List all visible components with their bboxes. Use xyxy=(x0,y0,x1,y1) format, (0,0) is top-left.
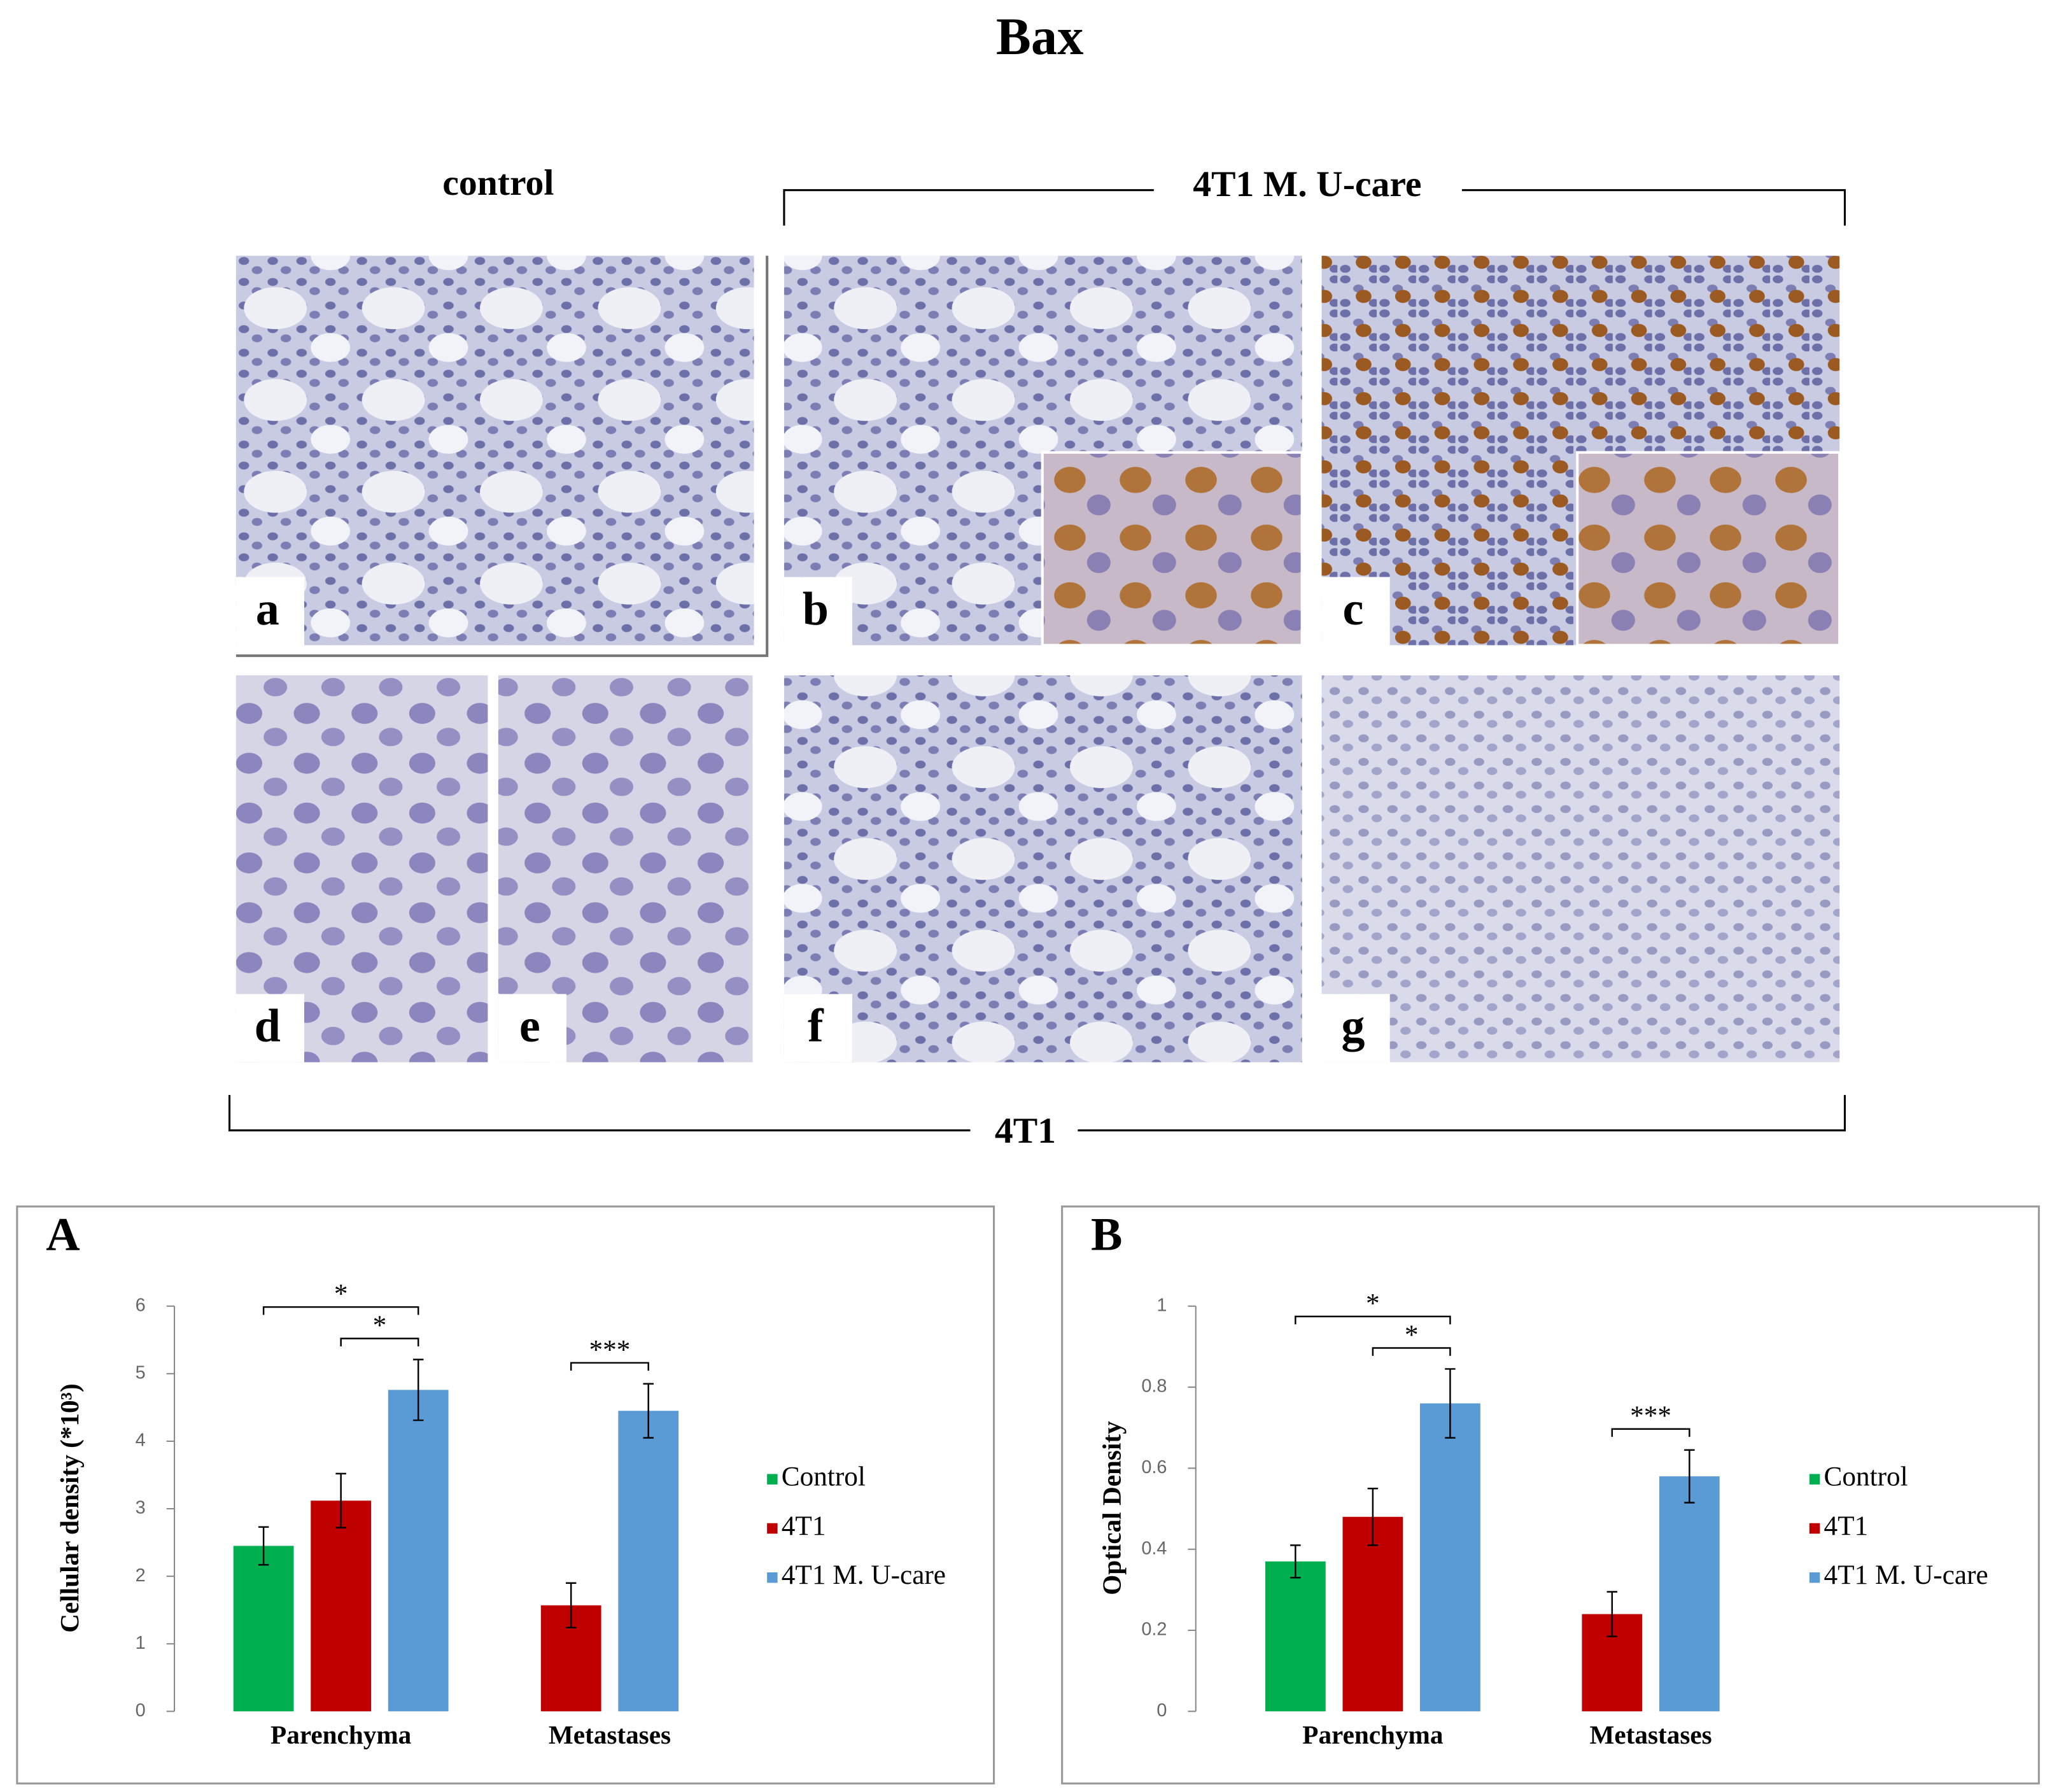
inset xyxy=(1041,451,1304,647)
group-label: 4T1 M. U-care xyxy=(1193,164,1421,204)
letter-box xyxy=(1321,577,1390,646)
bracket xyxy=(783,189,1846,226)
y-tick-label: 0 xyxy=(1156,1700,1167,1721)
bar xyxy=(1420,1403,1480,1712)
figure-title: Bax xyxy=(996,8,1083,66)
y-tick-label: 1 xyxy=(1156,1295,1167,1315)
y-tick-label: 0.2 xyxy=(1141,1619,1167,1640)
legend-swatch xyxy=(1809,1523,1820,1534)
legend-swatch xyxy=(1809,1572,1820,1583)
error-bar xyxy=(258,1526,269,1566)
error-bar xyxy=(1445,1368,1456,1439)
significance-label: *** xyxy=(589,1334,631,1365)
bar xyxy=(311,1500,372,1712)
x-tick-label: Metastases xyxy=(1590,1720,1712,1749)
error-bar xyxy=(1684,1449,1695,1504)
y-tick-label: 0.6 xyxy=(1141,1457,1167,1478)
significance-bracket xyxy=(1611,1428,1690,1437)
error-bar xyxy=(643,1383,654,1439)
significance-label: * xyxy=(373,1310,387,1341)
y-tick-label: 0 xyxy=(136,1700,146,1721)
significance-bracket xyxy=(340,1337,419,1346)
legend-label: Control xyxy=(782,1462,866,1492)
significance-bracket xyxy=(570,1362,649,1371)
legend-label: 4T1 xyxy=(782,1511,826,1541)
y-axis-label: Optical Density xyxy=(1097,1421,1127,1595)
letter-box xyxy=(1321,994,1390,1062)
significance-label: * xyxy=(1405,1320,1419,1350)
inset xyxy=(1576,451,1841,647)
letter-box xyxy=(784,994,853,1062)
y-tick-label: 1 xyxy=(136,1633,146,1653)
panel-label: A xyxy=(46,1209,80,1261)
significance-bracket xyxy=(1372,1347,1451,1356)
x-tick-label: Metastases xyxy=(549,1720,671,1749)
group-label: 4T1 xyxy=(995,1111,1056,1151)
panel-letter: g xyxy=(1341,1000,1365,1052)
legend-swatch xyxy=(1809,1474,1820,1485)
panel-label: B xyxy=(1091,1209,1122,1261)
chart-frame xyxy=(1061,1205,2040,1785)
letter-box xyxy=(784,577,853,646)
group-label: control xyxy=(442,163,554,203)
micrograph xyxy=(235,255,754,646)
legend-label: Control xyxy=(1824,1462,1908,1492)
y-tick-label: 6 xyxy=(136,1295,146,1315)
bar xyxy=(1265,1561,1326,1712)
error-bar xyxy=(1606,1591,1618,1637)
bar xyxy=(388,1390,449,1712)
legend-label: 4T1 M. U-care xyxy=(782,1560,946,1590)
y-tick-label: 2 xyxy=(136,1565,146,1586)
panel-letter: f xyxy=(808,1000,824,1052)
chart-frame xyxy=(16,1205,995,1785)
y-axis-label: Cellular density (*10³) xyxy=(55,1383,85,1632)
y-tick-label: 3 xyxy=(136,1498,146,1518)
error-bar xyxy=(412,1358,424,1422)
y-tick-label: 4 xyxy=(136,1430,146,1451)
bracket xyxy=(228,1095,1846,1132)
letter-box xyxy=(498,994,566,1062)
x-tick-label: Parenchyma xyxy=(271,1720,411,1749)
bar xyxy=(233,1546,294,1712)
panel-letter: c xyxy=(1343,583,1364,635)
bar xyxy=(618,1411,679,1712)
panel-letter: e xyxy=(519,1000,540,1052)
micrograph xyxy=(784,675,1302,1062)
bar xyxy=(1659,1476,1720,1712)
panel-letter: b xyxy=(803,583,829,635)
letter-box xyxy=(235,994,304,1062)
bar xyxy=(1342,1516,1403,1712)
panel-letter: a xyxy=(256,583,279,635)
legend-swatch xyxy=(767,1572,778,1583)
frame xyxy=(235,255,769,658)
error-bar xyxy=(1290,1544,1301,1579)
significance-bracket xyxy=(1295,1315,1451,1325)
y-tick-label: 0.4 xyxy=(1141,1538,1167,1558)
y-tick-label: 5 xyxy=(136,1362,146,1383)
significance-label: * xyxy=(334,1279,348,1309)
significance-label: * xyxy=(1366,1288,1380,1318)
significance-label: *** xyxy=(1630,1400,1671,1431)
letter-box xyxy=(235,577,304,646)
x-tick-label: Parenchyma xyxy=(1302,1720,1443,1749)
panel-letter: d xyxy=(255,1000,281,1052)
legend-label: 4T1 M. U-care xyxy=(1824,1560,1988,1590)
error-bar xyxy=(565,1582,577,1628)
error-bar xyxy=(1367,1487,1379,1546)
significance-bracket xyxy=(262,1306,419,1315)
y-tick-label: 0.8 xyxy=(1141,1376,1167,1397)
error-bar xyxy=(335,1472,346,1528)
legend-label: 4T1 xyxy=(1824,1511,1869,1541)
legend-swatch xyxy=(767,1474,778,1485)
legend-swatch xyxy=(767,1523,778,1534)
micrograph xyxy=(1321,675,1840,1062)
